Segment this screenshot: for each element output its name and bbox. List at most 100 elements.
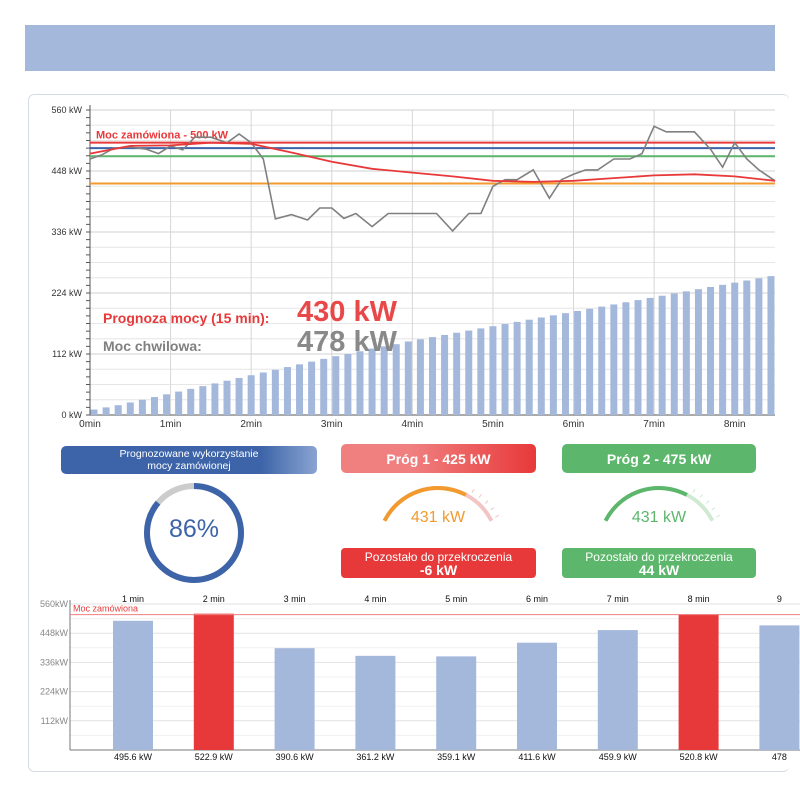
bar-value-label: 459.9 kW — [599, 752, 638, 762]
power-bar — [731, 282, 739, 415]
power-bar — [308, 361, 316, 415]
power-bar — [561, 313, 569, 415]
x-tick-label: 1min — [160, 419, 182, 430]
per-minute-bar-chart: 112kW 224kW 336kW 448kW 560kW 1 min 495.6 kW 2 … — [40, 594, 800, 762]
y-tick-label: 448 kW — [51, 166, 82, 176]
power-bar — [429, 337, 436, 415]
power-bar — [670, 293, 678, 415]
y-tick-label: 448kW — [40, 628, 69, 638]
power-bar — [767, 276, 775, 415]
power-bar — [332, 356, 340, 415]
threshold2-gauge-value: 431 kW — [631, 509, 687, 526]
x-tick-label: 2min — [240, 419, 262, 430]
minute-bar — [355, 655, 396, 750]
bar-value-label: 390.6 kW — [276, 752, 315, 762]
power-bar — [102, 407, 110, 415]
x-tick-label: 7min — [643, 419, 665, 430]
power-bar — [465, 330, 473, 415]
x-tick-label: 8min — [724, 419, 746, 430]
current-power-label: Moc chwilowa: — [103, 338, 202, 354]
category-label: 9 — [777, 594, 782, 604]
threshold1-gauge-value: 431 kW — [410, 509, 466, 526]
power-bar — [199, 386, 207, 415]
gauge-fill — [382, 486, 467, 522]
usage-header: Prognozowane wykorzystanie mocy zamówion… — [61, 446, 317, 474]
bar-value-label: 478 — [772, 752, 787, 762]
x-tick-label: 5min — [482, 419, 504, 430]
gauge-tick — [716, 514, 721, 518]
y-tick-label: 112kW — [41, 716, 69, 726]
power-bar — [441, 334, 449, 415]
power-bar — [150, 397, 158, 415]
power-bar — [622, 302, 630, 415]
minute-bar — [517, 642, 557, 750]
category-label: 5 min — [445, 594, 467, 604]
power-bar — [392, 344, 400, 415]
threshold2-remaining: Pozostało do przekroczenia 44 kW — [562, 548, 756, 578]
power-bar — [646, 297, 654, 415]
x-tick-label: 0min — [79, 419, 101, 430]
threshold1-remaining: Pozostało do przekroczenia -6 kW — [341, 548, 536, 578]
y-tick-label: 224 kW — [51, 288, 82, 298]
power-bar — [344, 354, 352, 415]
bar-value-label: 359.1 kW — [437, 752, 476, 762]
gauge-tick — [478, 494, 482, 498]
minute-bar — [678, 614, 719, 750]
threshold1-remaining-value: -6 kW — [419, 562, 458, 578]
y-tick-label: 336kW — [40, 657, 69, 667]
usage-percent: 86% — [168, 515, 220, 543]
y-tick-label: 224kW — [40, 687, 69, 697]
power-bar — [126, 402, 134, 415]
threshold1-remaining-label: Pozostało do przekroczenia — [364, 550, 513, 564]
threshold2-header: Próg 2 - 475 kW — [562, 444, 756, 473]
donut-fill — [144, 483, 244, 583]
bar-value-label: 520.8 kW — [680, 752, 719, 762]
bar-value-label: 361.2 kW — [356, 752, 395, 762]
category-label: 3 min — [284, 594, 306, 604]
power-line-chart: Moc zamówiona - 500 kW 0 kW 112 kW 224 kW 33… — [51, 105, 776, 430]
power-bar — [549, 315, 557, 415]
power-bar — [634, 300, 642, 415]
dashboard-panel — [28, 94, 789, 772]
category-label: 6 min — [526, 594, 548, 604]
header-band — [25, 25, 775, 71]
power-bar — [404, 341, 412, 415]
category-label: 8 min — [688, 594, 710, 604]
power-bar — [477, 328, 485, 415]
bar-value-label: 522.9 kW — [195, 752, 234, 762]
instant-power-line — [89, 125, 776, 233]
bar-value-label: 411.6 kW — [518, 752, 556, 762]
threshold2-gauge — [603, 486, 721, 522]
power-bar — [247, 375, 255, 415]
category-label: 2 min — [203, 594, 225, 604]
x-tick-label: 6min — [563, 419, 585, 430]
power-bar — [682, 291, 690, 415]
power-bar — [574, 310, 582, 415]
power-bar — [610, 304, 618, 415]
power-bar — [416, 339, 424, 415]
power-bar — [296, 364, 304, 415]
power-bar — [320, 358, 328, 415]
power-bar — [755, 278, 763, 415]
minute-bar — [113, 620, 153, 750]
y-tick-label: 560 kW — [51, 105, 82, 115]
minute-bar — [436, 656, 477, 750]
bar-value-label: 495.6 kW — [114, 752, 153, 762]
power-bar — [211, 383, 219, 415]
power-bar — [235, 377, 243, 415]
power-bar — [743, 280, 751, 415]
forecast-power-line — [89, 141, 776, 183]
ordered-power-label: Moc zamówiona - 500 kW — [96, 130, 229, 142]
x-tick-label: 4min — [402, 419, 424, 430]
power-bar — [271, 369, 279, 415]
power-bar — [501, 324, 509, 415]
category-label: 4 min — [364, 594, 386, 604]
minute-bar — [274, 648, 315, 750]
power-bar — [187, 388, 195, 415]
power-bar — [537, 317, 545, 415]
usage-header-line1: Prognozowane wykorzystanie — [119, 448, 259, 460]
power-bar — [163, 394, 171, 415]
ordered-power-label: Moc zamówiona — [73, 604, 138, 614]
forecast-value: 430 kW — [297, 296, 397, 328]
power-bar — [283, 367, 291, 415]
